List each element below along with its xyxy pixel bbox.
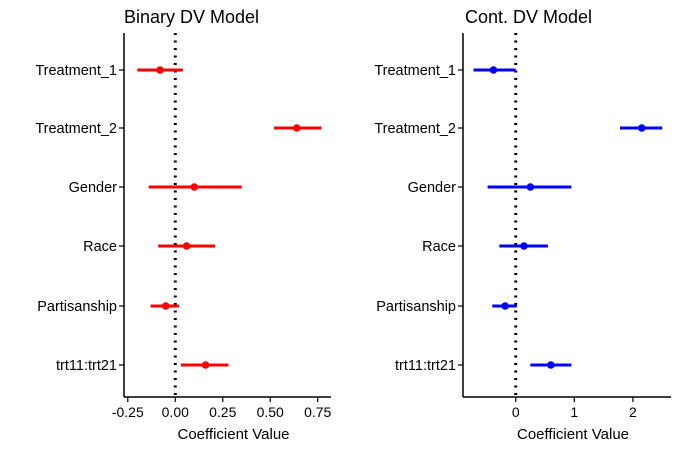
point-estimate <box>156 66 164 74</box>
y-tick-label: trt11:trt21 <box>395 358 456 374</box>
y-tick-label: Treatment_1 <box>35 63 117 79</box>
point-estimate <box>526 183 535 191</box>
y-tick-label: Treatment_2 <box>35 121 117 137</box>
x-axis-label: Coefficient Value <box>177 426 289 443</box>
x-tick-label: 0 <box>512 404 520 420</box>
y-tick-label: Treatment_1 <box>374 63 456 79</box>
point-estimate <box>161 302 170 310</box>
x-axis-label: Coefficient Value <box>517 426 629 443</box>
point-estimate <box>489 66 498 74</box>
y-tick-label: Race <box>422 239 456 255</box>
y-tick-label: Partisanship <box>376 299 456 315</box>
point-estimate <box>520 242 528 250</box>
point-estimate <box>182 242 191 250</box>
y-tick-label: Treatment_2 <box>374 121 456 137</box>
x-tick-label: 0.75 <box>304 404 331 420</box>
point-estimate <box>637 124 646 132</box>
x-tick-label: 1 <box>570 404 578 420</box>
point-estimate <box>293 124 301 132</box>
x-tick-label: 2 <box>629 404 637 420</box>
chart-panel-1: Binary DV Model -0.25 0.00 0.25 0.50 0.75 Coef… <box>35 7 331 443</box>
point-estimate <box>547 361 555 369</box>
chart-title: Binary DV Model <box>124 7 259 27</box>
chart-title: Cont. DV Model <box>465 7 592 27</box>
y-tick-label: trt11:trt21 <box>56 358 117 374</box>
x-tick-label: 0.50 <box>257 404 284 420</box>
point-estimate <box>201 361 210 369</box>
y-tick-label: Gender <box>408 180 457 196</box>
y-tick-label: Race <box>83 239 117 255</box>
y-tick-label: Gender <box>69 180 118 196</box>
x-tick-label: -0.25 <box>112 404 144 420</box>
y-tick-label: Partisanship <box>37 299 117 315</box>
point-estimate <box>190 183 199 191</box>
x-tick-label: 0.25 <box>209 404 236 420</box>
point-estimate <box>501 302 509 310</box>
x-tick-label: 0.00 <box>162 404 189 420</box>
